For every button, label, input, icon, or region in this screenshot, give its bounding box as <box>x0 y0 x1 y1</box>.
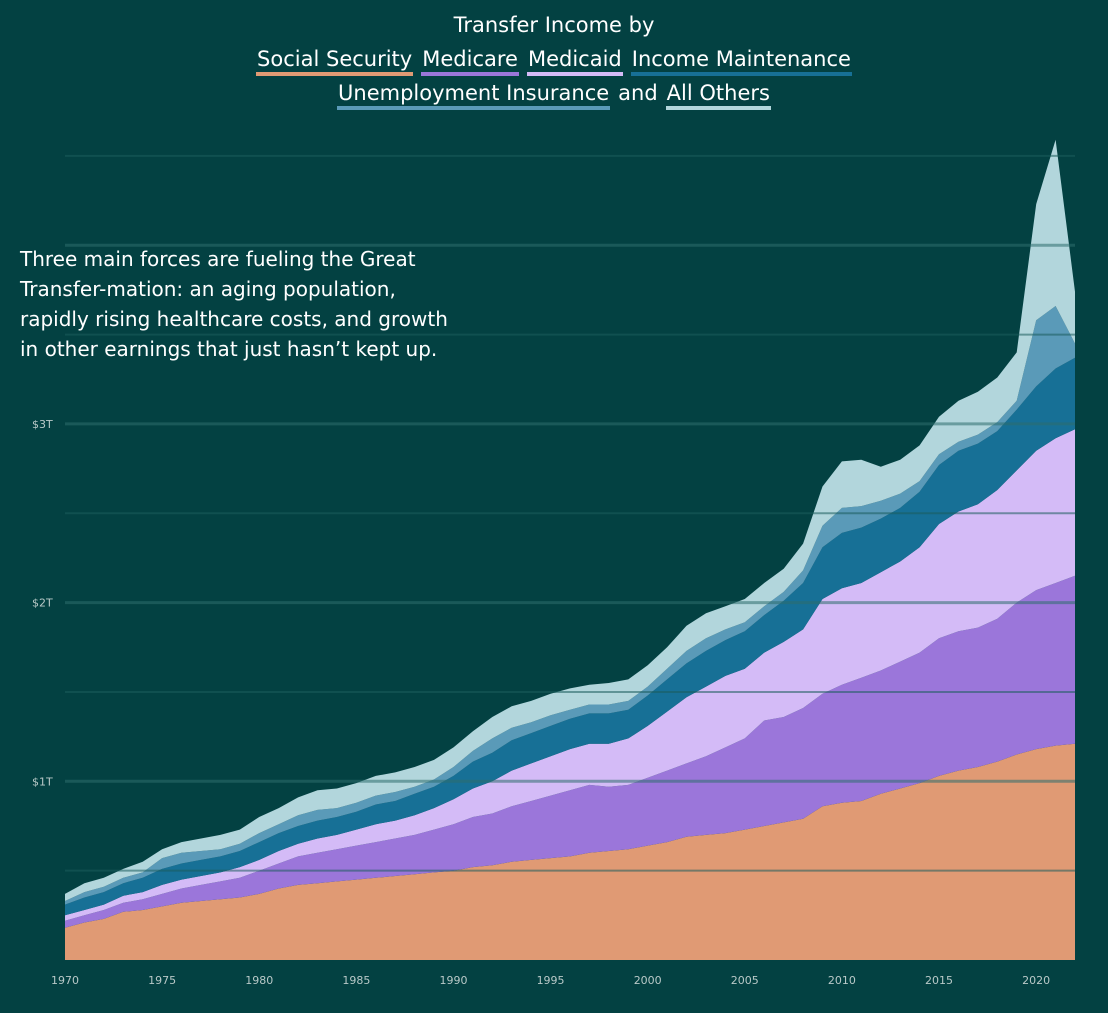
x-tick-label: 2015 <box>925 974 953 987</box>
y-axis-tick-labels: $1T $2T $3T <box>32 418 53 788</box>
y-tick-label: $3T <box>32 418 53 431</box>
x-tick-label: 1990 <box>439 974 467 987</box>
x-tick-label: 2020 <box>1022 974 1050 987</box>
y-tick-label: $2T <box>32 597 53 610</box>
title-joiner: and <box>618 81 658 105</box>
legend-social-security: Social Security <box>256 46 414 76</box>
legend-medicaid: Medicaid <box>526 46 623 76</box>
gridlines <box>65 154 1075 872</box>
area-social-security <box>65 743 1075 960</box>
x-tick-label: 1975 <box>148 974 176 987</box>
legend-income-maintenance: Income Maintenance <box>630 46 852 76</box>
area-medicare <box>65 575 1075 928</box>
chart-title-legend: Transfer Income by Social Security Medica… <box>0 8 1108 110</box>
x-tick-label: 1995 <box>537 974 565 987</box>
x-tick-label: 2000 <box>634 974 662 987</box>
y-tick-label: $1T <box>32 775 53 788</box>
x-tick-label: 1985 <box>342 974 370 987</box>
legend-unemployment-insurance: Unemployment Insurance <box>337 80 611 110</box>
title-line-2: Social Security Medicare Medicaid Income Ma… <box>0 42 1108 76</box>
legend-all-others: All Others <box>665 80 771 110</box>
x-tick-label: 1970 <box>51 974 79 987</box>
legend-medicare: Medicare <box>421 46 519 76</box>
chart-annotation: Three main forces are fueling the Great … <box>20 247 448 361</box>
x-tick-label: 2010 <box>828 974 856 987</box>
x-tick-label: 1980 <box>245 974 273 987</box>
area-layers <box>65 139 1075 960</box>
x-tick-label: 2005 <box>731 974 759 987</box>
title-line-1: Transfer Income by <box>453 13 655 37</box>
title-line-3: Unemployment Insurance and All Others <box>0 76 1108 110</box>
x-axis-tick-labels: 1970 1975 1980 1985 1990 1995 2000 2005 2010 2015… <box>51 974 1050 987</box>
